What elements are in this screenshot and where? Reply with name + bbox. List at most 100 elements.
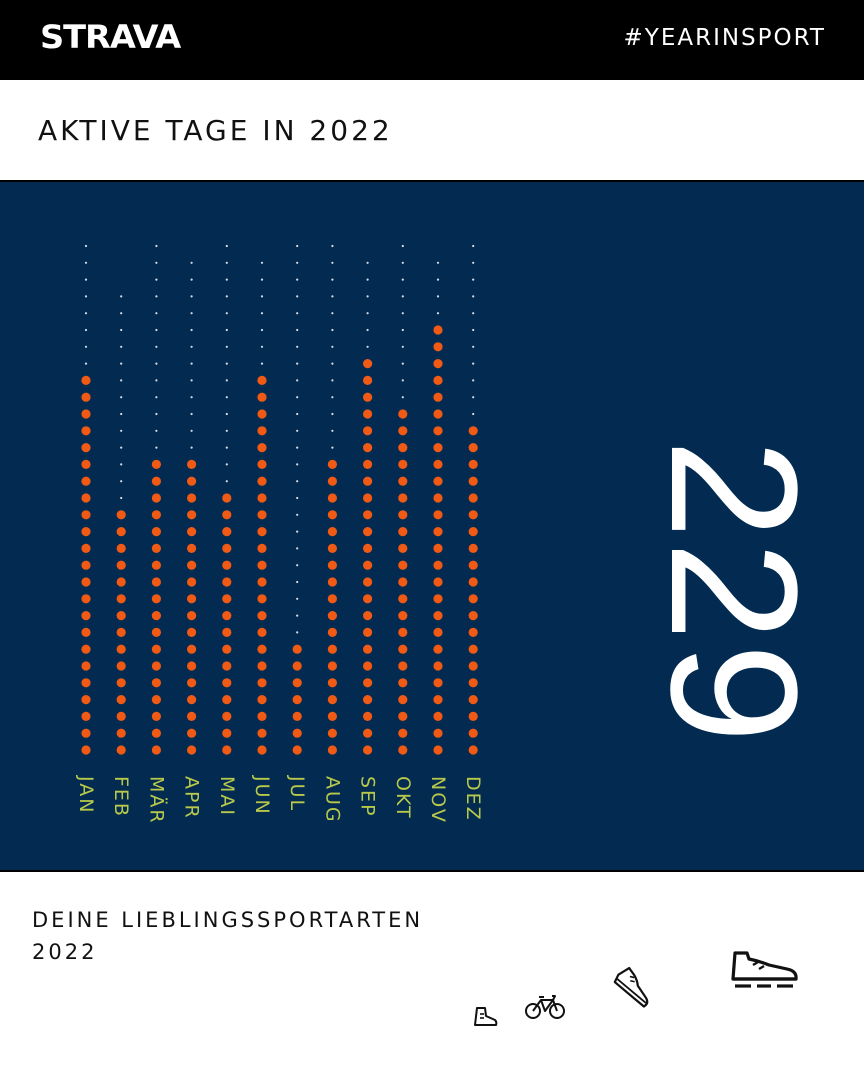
inactive-day-dot — [436, 261, 440, 264]
active-day-dot — [257, 409, 267, 419]
active-day-dot — [327, 476, 337, 486]
inactive-day-dot — [260, 295, 264, 298]
inactive-day-dot — [472, 345, 475, 348]
inactive-day-dot — [401, 261, 404, 264]
active-day-dot — [398, 493, 408, 503]
active-day-dot — [292, 728, 302, 738]
inactive-day-dot — [260, 261, 264, 264]
active-day-dot — [81, 375, 91, 385]
active-day-dot — [363, 695, 373, 705]
inactive-day-dot — [472, 379, 475, 382]
active-day-dot — [257, 644, 267, 654]
active-day-dot — [468, 493, 478, 503]
active-day-dot — [81, 611, 91, 621]
active-day-dot — [433, 745, 443, 755]
inactive-day-dot — [401, 295, 404, 298]
active-day-dot — [257, 510, 267, 520]
active-day-dot — [81, 745, 91, 755]
active-day-dot — [222, 527, 232, 537]
running-shoe-icon — [613, 966, 649, 1008]
active-day-dot — [257, 711, 267, 722]
active-day-dot — [327, 678, 337, 688]
active-day-dot — [433, 476, 443, 486]
inactive-day-dot — [155, 429, 158, 432]
active-day-dot — [257, 577, 267, 587]
active-day-dot — [398, 426, 408, 436]
active-day-dot — [398, 695, 408, 705]
active-day-dot — [81, 627, 91, 637]
inactive-day-dot — [190, 429, 193, 432]
running-bubble — [582, 933, 688, 1039]
active-day-dot — [187, 527, 197, 537]
inactive-day-dot — [296, 446, 299, 449]
inactive-day-dot — [120, 328, 123, 332]
active-day-dot — [327, 711, 337, 722]
inactive-day-dot — [331, 412, 334, 416]
active-day-dot — [433, 644, 443, 654]
inactive-day-dot — [331, 379, 334, 382]
month-label: JUL — [286, 776, 309, 813]
inactive-day-dot — [296, 328, 299, 332]
active-day-dot — [81, 560, 91, 570]
active-day-dot — [433, 392, 443, 402]
active-day-dot — [257, 611, 267, 621]
active-day-dot — [222, 560, 232, 570]
inactive-day-dot — [296, 278, 299, 281]
month-label: NOV — [427, 776, 449, 824]
active-day-dot — [151, 543, 161, 553]
active-day-dot — [81, 678, 91, 688]
inactive-day-dot — [225, 244, 228, 248]
active-day-dot — [257, 459, 267, 469]
active-day-dot — [257, 543, 267, 553]
inactive-day-dot — [120, 496, 123, 500]
inactive-day-dot — [331, 244, 334, 248]
active-day-dot — [363, 611, 373, 621]
active-day-dot — [468, 644, 478, 654]
active-day-dot — [398, 611, 408, 621]
active-day-dot — [363, 443, 373, 453]
active-day-dot — [292, 695, 302, 705]
active-day-dot — [433, 342, 443, 352]
active-day-dot — [151, 510, 161, 520]
active-day-dot — [151, 745, 161, 755]
active-day-dot — [81, 661, 91, 671]
active-day-dot — [116, 728, 126, 738]
inactive-day-dot — [120, 396, 123, 399]
active-day-dot — [151, 678, 161, 688]
inactive-day-dot — [401, 345, 404, 348]
inactive-day-dot — [472, 295, 475, 298]
active-day-dot — [327, 459, 337, 469]
active-day-dot — [433, 409, 443, 419]
inactive-day-dot — [120, 446, 123, 449]
active-day-dot — [81, 543, 91, 553]
inactive-day-dot — [225, 362, 228, 365]
inactive-day-dot — [84, 244, 88, 248]
active-day-dot — [116, 695, 126, 705]
top-bar: STRAVA #YEARINSPORT — [0, 0, 864, 80]
inactive-day-dot — [401, 278, 404, 281]
active-day-dot — [257, 728, 267, 738]
active-day-dot — [433, 661, 443, 671]
inactive-day-dot — [155, 412, 158, 416]
active-day-dot — [222, 627, 232, 637]
inactive-day-dot — [296, 496, 299, 500]
active-day-dot — [257, 594, 267, 604]
active-day-dot — [363, 459, 373, 469]
inactive-day-dot — [436, 278, 440, 281]
active-day-dot — [468, 476, 478, 486]
cycling-bubble — [511, 973, 578, 1040]
active-day-dot — [363, 577, 373, 587]
active-day-dot — [398, 627, 408, 637]
inactive-day-dot — [331, 328, 334, 332]
active-day-dot — [116, 560, 126, 570]
inactive-day-dot — [296, 530, 299, 533]
inactive-day-dot — [366, 312, 369, 315]
active-day-dot — [257, 493, 267, 503]
active-day-dot — [116, 711, 126, 722]
active-day-dot — [187, 678, 197, 688]
active-day-dot — [363, 375, 373, 385]
inactive-day-dot — [472, 261, 475, 264]
inactive-day-dot — [296, 614, 299, 617]
active-day-dot — [433, 577, 443, 587]
active-day-dot — [81, 476, 91, 486]
